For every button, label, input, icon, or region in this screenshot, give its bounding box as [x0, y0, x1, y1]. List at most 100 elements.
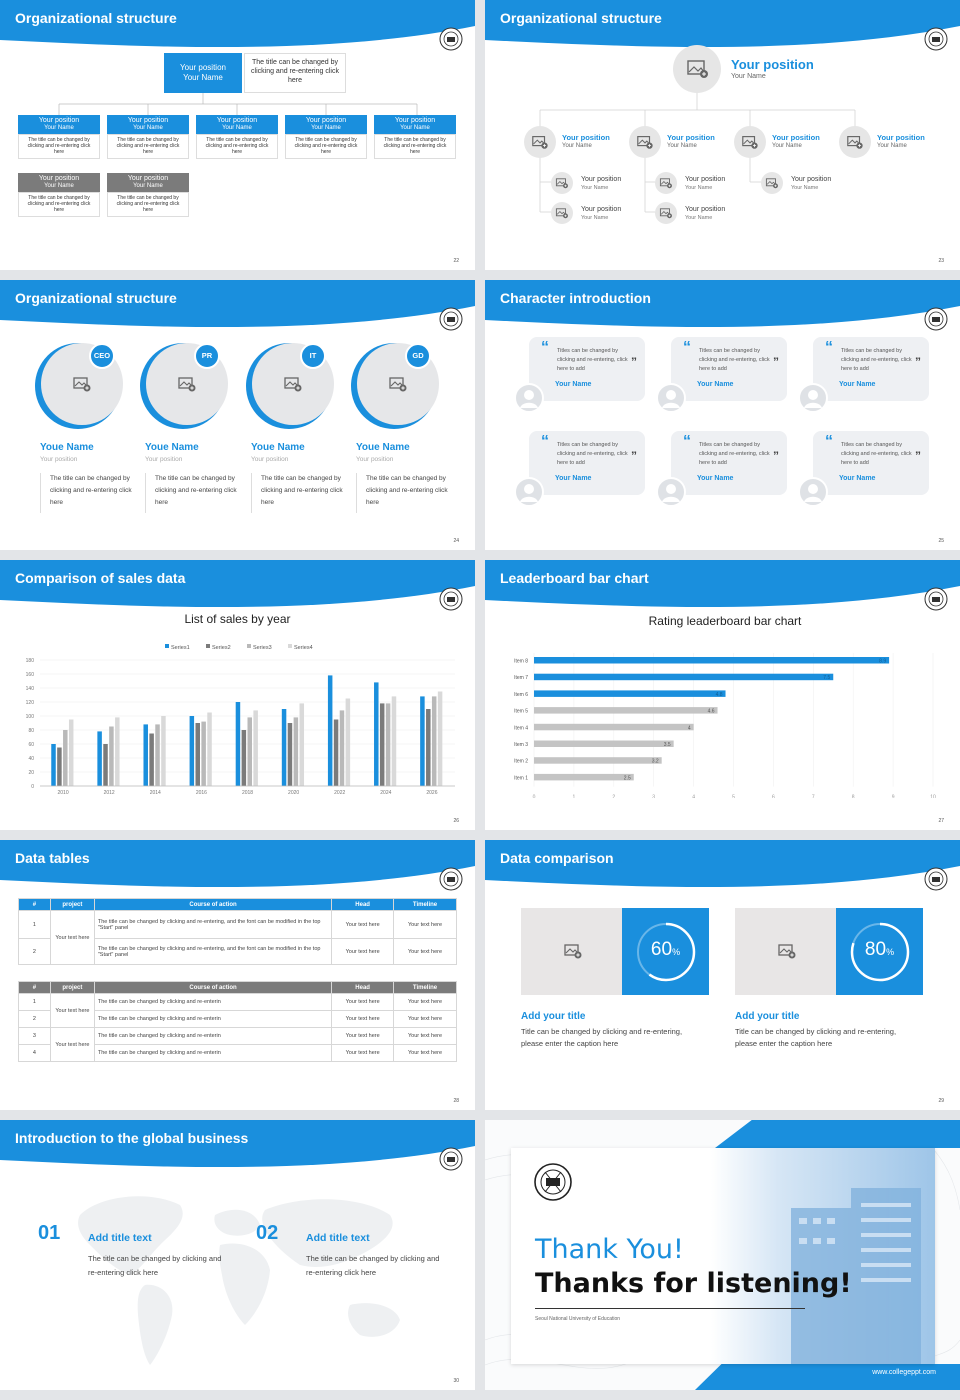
category-label: Item 2	[514, 759, 528, 765]
node-desc: The title can be changed by clicking and…	[107, 134, 189, 159]
y-tick-label: 40	[28, 756, 34, 762]
slide-28[interactable]: Data tables # project Course of action H…	[0, 840, 475, 1110]
header-band	[0, 560, 475, 608]
bar	[534, 740, 674, 747]
action-cell: The title can be changed by clicking and…	[93, 910, 333, 939]
avatar[interactable]	[524, 126, 556, 158]
legend-swatch	[165, 644, 169, 648]
avatar[interactable]	[839, 126, 871, 158]
slide-23[interactable]: Organizational structure Your position Y…	[485, 0, 960, 270]
node-name: Your Name	[562, 143, 592, 149]
avatar[interactable]	[629, 126, 661, 158]
header-band	[485, 840, 960, 888]
bar	[51, 744, 56, 786]
user-avatar-icon	[656, 477, 686, 507]
thankyou-card: Thank You! Thanks for listening! Seoul N…	[511, 1148, 935, 1364]
person-desc: The title can be changed by clicking and…	[155, 475, 237, 506]
slide-title: Introduction to the global business	[15, 1130, 249, 1146]
x-tick-label: 2016	[196, 790, 207, 796]
bar	[327, 675, 333, 786]
bar	[293, 717, 299, 786]
top-position: Your position	[180, 63, 226, 72]
slide-31[interactable]: Thank You! Thanks for listening! Seoul N…	[485, 1120, 960, 1390]
bar	[281, 709, 287, 786]
data-label: 4	[688, 725, 691, 731]
node-position: Your position	[772, 133, 820, 142]
x-tick-label: 2026	[426, 790, 437, 796]
image-placeholder	[735, 908, 836, 995]
bar	[426, 709, 431, 786]
bar	[534, 673, 834, 681]
bar	[253, 710, 258, 786]
slide-24[interactable]: Organizational structure CEO Youe Name You…	[0, 280, 475, 550]
slide-22[interactable]: Organizational structure Your position Y…	[0, 0, 475, 270]
bottom-accent-band	[695, 1364, 960, 1390]
x-tick-label: 2	[612, 795, 615, 798]
y-tick-label: 140	[26, 686, 35, 692]
x-tick-label: 2024	[380, 790, 391, 796]
item-number: 02	[256, 1222, 279, 1244]
page-number: 25	[938, 538, 944, 544]
image-placeholder-icon	[659, 206, 673, 225]
university-seal-icon	[439, 587, 463, 611]
bar	[201, 721, 206, 786]
slide-title: Organizational structure	[15, 290, 177, 306]
website-link[interactable]: www.collegeppt.com	[872, 1369, 936, 1376]
node-name: Your Name	[667, 143, 697, 149]
top-avatar[interactable]	[673, 45, 721, 93]
avatar[interactable]	[761, 172, 783, 194]
node-header: Your position Your Name	[18, 115, 100, 134]
bar	[161, 716, 166, 786]
node-position: Your position	[394, 117, 436, 124]
item-title: Add your title	[735, 1011, 800, 1022]
node-position: Your position	[38, 117, 80, 124]
testimonial-card: “ Titles can be changed by clicking and r…	[813, 337, 929, 401]
slide-26[interactable]: Comparison of sales data List of sales b…	[0, 560, 475, 830]
header-band	[0, 0, 475, 48]
image-placeholder-icon	[741, 133, 759, 156]
bar	[149, 733, 154, 786]
node-name: Your Name	[581, 215, 609, 221]
quote-open-icon: “	[541, 339, 549, 356]
col-header: Course of action	[93, 981, 333, 994]
node-position: Your position	[667, 133, 715, 142]
quote-open-icon: “	[825, 433, 833, 450]
bar	[109, 726, 114, 786]
node-header: Your position Your Name	[107, 115, 189, 134]
bar	[287, 723, 293, 786]
avatar[interactable]	[734, 126, 766, 158]
category-label: Item 3	[514, 742, 528, 748]
avatar[interactable]	[551, 202, 573, 224]
chart-title: List of sales by year	[184, 612, 291, 626]
head-cell: Your text here	[331, 1027, 395, 1045]
legend-swatch	[206, 644, 210, 648]
x-tick-label: 0	[533, 795, 536, 798]
slide-27[interactable]: Leaderboard bar chart Rating leaderboard…	[485, 560, 960, 830]
bar	[57, 747, 62, 786]
avatar[interactable]	[655, 202, 677, 224]
col-header: project	[49, 981, 95, 994]
row-number: 1	[18, 993, 51, 1011]
user-avatar-icon	[798, 477, 828, 507]
x-tick-label: 1	[573, 795, 576, 798]
slide-30[interactable]: Introduction to the global business 01 Ad…	[0, 1120, 475, 1390]
node-name: Your Name	[400, 125, 430, 131]
slide-25[interactable]: Character introduction “ Titles can be ch…	[485, 280, 960, 550]
y-tick-label: 0	[31, 784, 34, 790]
col-header: Head	[331, 981, 395, 994]
avatar[interactable]	[655, 172, 677, 194]
page-number: 26	[453, 818, 459, 824]
slide-29[interactable]: Data comparison 60% Add your title Title c…	[485, 840, 960, 1110]
bar	[391, 696, 397, 786]
percent-value: 60	[650, 939, 673, 960]
col-header: project	[49, 898, 95, 911]
top-position-box: Your position Your Name	[164, 53, 242, 93]
legend-swatch	[247, 644, 251, 648]
category-label: Item 7	[514, 675, 528, 681]
avatar[interactable]	[551, 172, 573, 194]
slide-title: Data comparison	[500, 850, 614, 866]
legend-label: Series3	[253, 645, 272, 651]
bar	[235, 702, 241, 786]
slide-title: Character introduction	[500, 290, 651, 306]
node-position: Your position	[685, 206, 726, 213]
